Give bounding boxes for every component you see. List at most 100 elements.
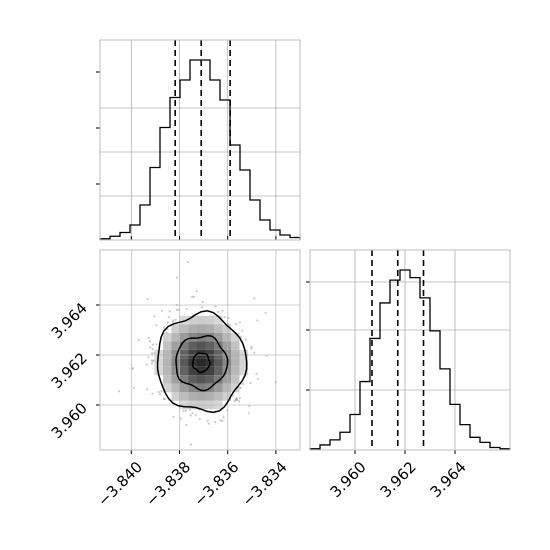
joint-density-cell [154, 358, 163, 367]
joint-density-cell [180, 324, 189, 333]
joint-density-cell [171, 366, 180, 376]
joint-density-cell [163, 383, 172, 393]
joint-density-cell [205, 366, 214, 376]
joint-density-cell [214, 392, 223, 401]
joint-density-cell [180, 315, 189, 325]
joint-scatter-point [155, 324, 158, 327]
joint-scatter-point [195, 290, 198, 293]
joint-density-cell [197, 315, 206, 325]
joint-density-cell [222, 383, 231, 393]
joint-density-cell [171, 332, 180, 342]
hist-y-ticks [306, 281, 456, 454]
joint-density-cell [171, 349, 180, 359]
joint-density-cell [188, 366, 197, 376]
joint-density-cell [188, 332, 197, 342]
joint-scatter-point [191, 412, 194, 415]
joint-density-cell [231, 358, 240, 367]
joint-scatter-point [257, 378, 260, 381]
joint-scatter-point [172, 415, 175, 418]
joint-density-cell [214, 375, 223, 384]
joint-scatter-point [255, 372, 258, 375]
joint-density-cell [222, 375, 231, 384]
joint-density-cell [222, 392, 231, 401]
joint-density-cell [231, 383, 240, 393]
joint-density-cell [197, 375, 206, 384]
joint-density-cell [180, 392, 189, 401]
joint-scatter-point [185, 308, 188, 311]
joint-scatter-point [151, 392, 154, 395]
hist-x-quantiles [174, 40, 231, 240]
tick-labels: −3.840−3.838−3.836−3.8343.9603.9623.9643… [48, 299, 470, 510]
joint-scatter-point [233, 400, 236, 403]
joint-x-tick-label: −3.838 [142, 458, 194, 510]
joint-density-cell [222, 324, 231, 333]
joint-density-cell [239, 366, 248, 376]
joint-density-cell [171, 375, 180, 384]
joint-scatter-point [162, 397, 165, 400]
joint-scatter-point [238, 321, 242, 324]
joint-density-cell [180, 366, 189, 376]
joint-scatter-point [152, 343, 155, 346]
joint-scatter-point [241, 329, 244, 332]
joint-density-cell [163, 375, 172, 384]
joint-scatter-point [117, 390, 121, 393]
joint-scatter-point [147, 336, 150, 339]
joint-scatter-point [207, 422, 210, 425]
joint-density-cell [188, 375, 197, 384]
joint-density-cell [171, 392, 180, 401]
joint-scatter-point [189, 443, 192, 446]
joint-density-cell [205, 349, 214, 359]
joint-x-tick-label: −3.836 [190, 458, 242, 510]
joint-scatter-point [241, 382, 245, 385]
joint-density-cell [222, 349, 231, 359]
joint-density-cell [205, 375, 214, 384]
joint-scatter-point [214, 305, 217, 308]
joint-scatter-point [167, 316, 170, 319]
joint-scatter-point [168, 310, 171, 313]
joint-density-cell [222, 332, 231, 342]
hist-y-grid [310, 250, 510, 450]
joint-scatter-point [158, 393, 162, 396]
hist-y-x-tick-label: 3.960 [327, 458, 370, 501]
joint-scatter-point [244, 338, 247, 341]
hist-x-steps [99, 59, 301, 240]
joint-density-cell [171, 341, 180, 350]
joint-density-cell [214, 332, 223, 342]
joint-density-cell [205, 341, 214, 350]
joint-density-cell [205, 324, 214, 333]
joint-density-cell [197, 366, 206, 376]
joint-scatter-point [186, 260, 189, 264]
joint-density-cell [188, 324, 197, 333]
joint-y-tick-label: 3.964 [48, 299, 91, 342]
joint-scatter-point [249, 381, 252, 385]
hist-y-step-line [309, 269, 511, 450]
joint-scatter-point [222, 416, 225, 419]
joint-scatter-point [131, 367, 134, 370]
joint-scatter-point [191, 295, 194, 298]
joint-density-cell [239, 358, 248, 367]
joint-scatter-point [223, 316, 226, 319]
joint-scatter-point [147, 356, 150, 359]
joint-density-cell [171, 324, 180, 333]
joint-scatter-point [149, 346, 152, 349]
joint-density-cell [163, 341, 172, 350]
joint-density-cell [231, 332, 240, 342]
joint-contour-line [156, 310, 248, 414]
hist-x-panel [96, 39, 301, 241]
joint-contour-line [175, 334, 229, 392]
hist-y-panel [306, 249, 511, 454]
joint-scatter-point [221, 419, 224, 422]
joint-density-cell [214, 315, 223, 325]
joint-scatter-point [238, 397, 241, 400]
joint-scatter-point [235, 396, 238, 399]
joint-density-cell [188, 341, 197, 350]
hist-y-steps [309, 269, 511, 450]
joint-scatter-point [163, 326, 166, 329]
joint-scatter-point [200, 306, 203, 309]
joint-scatter-point [185, 423, 188, 427]
joint-scatter-point [145, 363, 148, 366]
joint-scatter-point [150, 362, 154, 365]
joint-density-cell [197, 324, 206, 333]
joint-scatter-point [137, 338, 140, 342]
